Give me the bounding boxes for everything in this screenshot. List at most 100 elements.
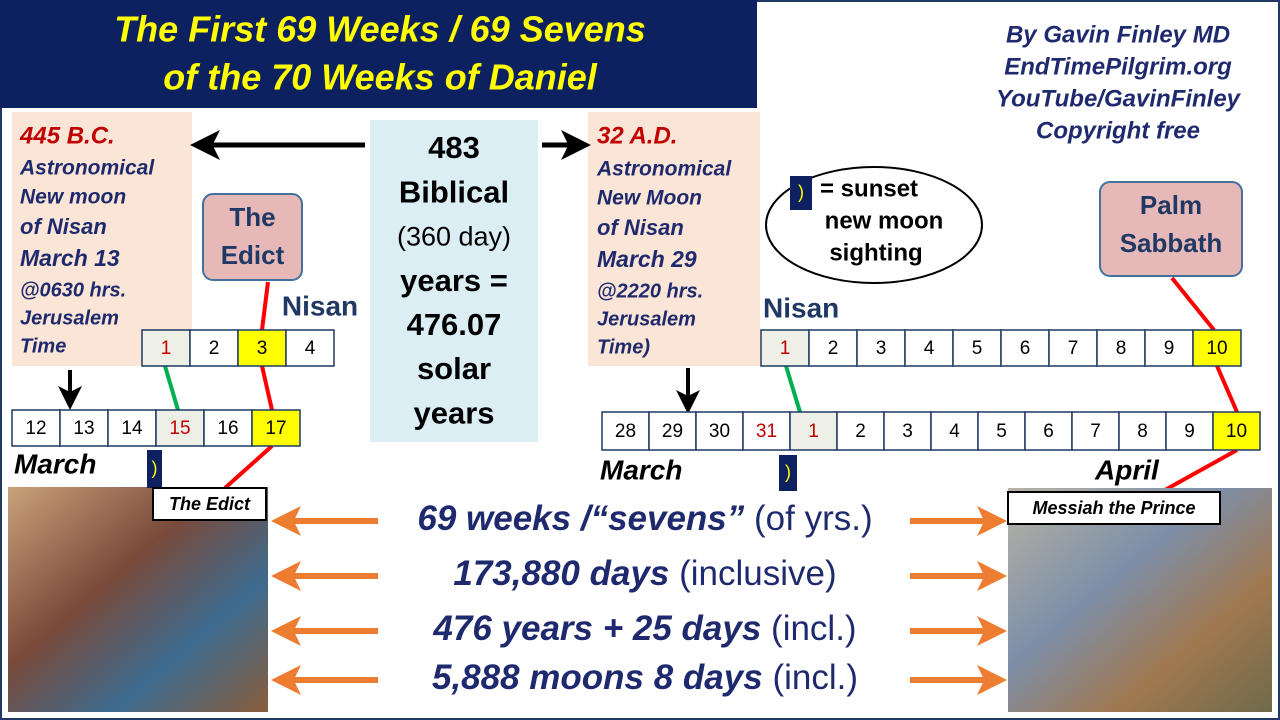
month-label: April <box>1094 454 1160 485</box>
day-cell <box>836 411 885 451</box>
day-number: 3 <box>902 421 913 442</box>
credit-line: EndTimePilgrim.org <box>1004 53 1232 80</box>
note-date: 445 B.C. <box>19 122 115 149</box>
note-line: Time <box>20 335 66 357</box>
callout-line: Edict <box>221 240 285 270</box>
summary-line: 173,880 days (inclusive) <box>453 554 836 593</box>
legend-line: new moon <box>825 207 944 234</box>
day-number: 16 <box>217 418 238 439</box>
day-number: 6 <box>1020 338 1031 359</box>
month-label: Nisan <box>282 290 358 321</box>
day-cell <box>1212 411 1261 451</box>
note-line: of Nisan <box>20 214 107 239</box>
day-number: 17 <box>265 418 286 439</box>
image-label: The Edict <box>169 494 251 514</box>
day-number: 4 <box>305 338 316 359</box>
day-number: 10 <box>1206 338 1227 359</box>
month-label: Nisan <box>763 292 839 323</box>
day-number: 9 <box>1164 338 1175 359</box>
image-label-box <box>152 487 267 521</box>
note-box <box>588 112 760 366</box>
credit-line: By Gavin Finley MD <box>1006 21 1230 48</box>
day-cell <box>203 409 253 447</box>
legend-line: = sunset <box>820 175 918 202</box>
day-number: 7 <box>1068 338 1079 359</box>
day-number: 31 <box>756 421 777 442</box>
summary-bold: 173,880 days <box>453 554 669 593</box>
moon-symbol: ) <box>785 462 791 482</box>
day-number: 5 <box>972 338 983 359</box>
day-number: 29 <box>662 421 683 442</box>
day-number: 8 <box>1116 338 1127 359</box>
day-cell <box>141 329 191 367</box>
day-number: 1 <box>161 338 172 359</box>
note-line: of Nisan <box>597 215 684 240</box>
day-number: 3 <box>257 338 268 359</box>
day-cell <box>648 411 697 451</box>
note-line: New moon <box>20 186 126 209</box>
note-date: 32 A.D. <box>597 122 677 149</box>
note-line: Time) <box>597 336 650 358</box>
note-line: @2220 hrs. <box>597 280 703 302</box>
center-line: 476.07 <box>407 307 502 342</box>
day-cell <box>1071 411 1120 451</box>
note-line: New Moon <box>597 187 702 210</box>
day-cell <box>904 329 954 367</box>
callout-line: The <box>229 202 275 232</box>
day-number: 15 <box>169 418 190 439</box>
day-number: 14 <box>121 418 143 439</box>
day-cell <box>977 411 1026 451</box>
center-line: 483 <box>428 130 480 165</box>
day-number: 1 <box>808 421 819 442</box>
note-line: March 29 <box>597 246 697 272</box>
summary-normal: (incl.) <box>761 609 856 648</box>
day-number: 28 <box>615 421 636 442</box>
painting-messiah <box>1008 488 1272 712</box>
legend-ellipse <box>765 166 983 284</box>
day-number: 30 <box>709 421 730 442</box>
day-number: 5 <box>996 421 1007 442</box>
summary-normal: (inclusive) <box>669 554 836 593</box>
center-line: Biblical <box>399 174 509 209</box>
note-line: Astronomical <box>596 158 732 181</box>
day-cell <box>1192 329 1242 367</box>
image-label: Messiah the Prince <box>1032 498 1195 518</box>
day-number: 1 <box>780 338 791 359</box>
summary-line: 5,888 moons 8 days (incl.) <box>432 658 858 697</box>
painting-edict <box>8 487 268 712</box>
callout-line: Palm <box>1140 190 1202 220</box>
day-number: 12 <box>25 418 46 439</box>
day-cell <box>1048 329 1098 367</box>
credit-line: Copyright free <box>1036 117 1200 144</box>
moon-icon <box>790 176 812 210</box>
center-line: solar <box>417 351 491 386</box>
moon-icon <box>779 455 797 491</box>
note-line: Jerusalem <box>597 308 696 330</box>
day-number: 4 <box>924 338 935 359</box>
day-cell <box>883 411 932 451</box>
day-cell <box>1118 411 1167 451</box>
day-number: 9 <box>1184 421 1195 442</box>
callout-box <box>1099 181 1243 277</box>
day-number: 2 <box>209 338 220 359</box>
note-box <box>12 112 192 366</box>
day-number: 4 <box>949 421 960 442</box>
month-label: March <box>600 454 682 485</box>
summary-line: 476 years + 25 days (incl.) <box>432 609 856 648</box>
note-line: Jerusalem <box>20 307 119 329</box>
day-number: 3 <box>876 338 887 359</box>
day-cell <box>251 409 301 447</box>
callout-box <box>202 193 303 281</box>
summary-normal: (incl.) <box>763 658 858 697</box>
day-cell <box>237 329 287 367</box>
moon-icon <box>147 450 162 488</box>
day-number: 8 <box>1137 421 1148 442</box>
day-number: 7 <box>1090 421 1101 442</box>
title-line: of the 70 Weeks of Daniel <box>163 57 597 98</box>
summary-line: 69 weeks /“sevens” (of yrs.) <box>417 499 872 538</box>
center-box <box>370 120 538 442</box>
day-number: 2 <box>855 421 866 442</box>
day-cell <box>742 411 791 451</box>
day-cell <box>952 329 1002 367</box>
day-number: 2 <box>828 338 839 359</box>
